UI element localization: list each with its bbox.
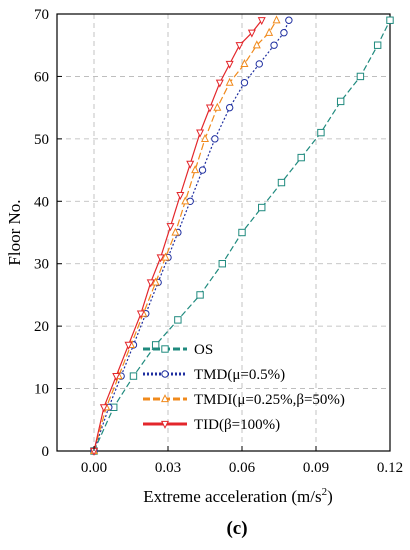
y-axis-title: Floor No. <box>5 199 24 265</box>
data-point <box>176 191 185 200</box>
data-point <box>213 102 222 111</box>
legend-item: TMD(μ=0.5%) <box>143 367 285 383</box>
y-tick-label: 30 <box>34 257 49 273</box>
series-line <box>93 19 290 452</box>
series-3 <box>89 15 281 455</box>
data-point <box>151 277 160 286</box>
data-point <box>215 79 224 88</box>
data-point <box>191 165 200 174</box>
y-tick-label: 40 <box>34 194 49 210</box>
data-point <box>196 129 205 138</box>
y-tick-label: 20 <box>34 319 49 335</box>
legend-label: OS <box>194 342 213 358</box>
data-point <box>205 104 214 113</box>
panel-label: (c) <box>226 518 247 539</box>
data-point <box>112 372 121 382</box>
legend-marker <box>160 394 170 403</box>
data-point <box>200 133 210 142</box>
data-point <box>136 310 145 319</box>
x-axis-title-sup: 2 <box>322 486 328 498</box>
data-point <box>166 223 175 232</box>
data-point <box>196 291 204 299</box>
y-tick-label: 70 <box>34 7 49 23</box>
legend-item: OS <box>143 342 213 358</box>
data-point <box>285 16 293 24</box>
data-point <box>181 196 190 205</box>
x-axis-title-tail: ) <box>327 487 333 506</box>
data-point <box>238 228 246 237</box>
legend: OS TMD(μ=0.5%) TMDI(μ=0.25%,β=50%) TID(β=10… <box>143 342 345 433</box>
x-tick-label: 0.00 <box>81 460 107 476</box>
data-point <box>99 404 108 413</box>
data-point <box>258 203 266 212</box>
series-2 <box>90 16 293 455</box>
legend-item: TMDI(μ=0.25%,β=50%) <box>143 392 345 408</box>
data-point <box>247 29 256 38</box>
data-point <box>161 252 170 261</box>
series-layer <box>89 15 394 456</box>
legend-label: TID(β=100%) <box>194 417 280 433</box>
y-tick-label: 60 <box>34 69 49 85</box>
data-point <box>151 341 160 349</box>
data-point <box>225 60 234 69</box>
x-tick-label: 0.12 <box>377 460 403 476</box>
grid-layer <box>57 14 390 451</box>
data-point <box>255 60 263 68</box>
data-point <box>252 40 261 49</box>
data-point <box>270 41 278 49</box>
data-point <box>277 178 286 187</box>
data-point <box>265 27 274 36</box>
data-point <box>146 279 155 288</box>
x-axis-title-main: Extreme acceleration (m/s <box>143 487 321 506</box>
series-line <box>93 19 278 452</box>
data-point <box>235 42 244 51</box>
data-point <box>225 103 234 112</box>
data-point <box>356 72 365 81</box>
data-point <box>336 97 345 106</box>
series-4 <box>89 17 266 456</box>
y-tick-label: 0 <box>42 444 50 460</box>
x-tick-label: 0.09 <box>303 460 329 476</box>
y-tick-label: 50 <box>34 132 49 148</box>
data-point <box>211 135 219 143</box>
data-point <box>156 254 165 263</box>
data-point <box>124 341 133 350</box>
data-point <box>386 16 394 24</box>
x-tick-label: 0.03 <box>155 460 181 476</box>
x-tick-label: 0.06 <box>229 460 256 476</box>
legend-label: TMD(μ=0.5%) <box>194 367 285 383</box>
data-point <box>272 15 281 24</box>
legend-marker <box>161 345 169 353</box>
y-tick-label: 10 <box>34 382 49 398</box>
data-point <box>186 160 195 169</box>
tick-layer: 0.00 0.03 0.06 0.09 0.12 0 10 20 30 40 50 60 70 <box>34 7 403 476</box>
data-point <box>280 29 288 37</box>
data-point <box>174 316 182 324</box>
data-point <box>129 372 138 380</box>
data-point <box>297 153 305 162</box>
data-point <box>171 227 180 236</box>
data-point <box>240 59 249 68</box>
data-point <box>225 77 234 86</box>
data-point <box>317 128 325 137</box>
data-point <box>218 260 226 268</box>
data-point <box>240 78 249 87</box>
x-axis-title: Extreme acceleration (m/s2) <box>143 486 333 506</box>
plot-frame <box>56 13 391 452</box>
series-line <box>93 19 391 452</box>
legend-item: TID(β=100%) <box>143 417 280 433</box>
legend-marker <box>160 420 170 429</box>
data-point <box>373 41 382 49</box>
data-point <box>198 166 207 174</box>
data-point <box>257 17 266 26</box>
legend-label: TMDI(μ=0.25%,β=50%) <box>194 392 345 408</box>
legend-marker <box>161 370 169 378</box>
